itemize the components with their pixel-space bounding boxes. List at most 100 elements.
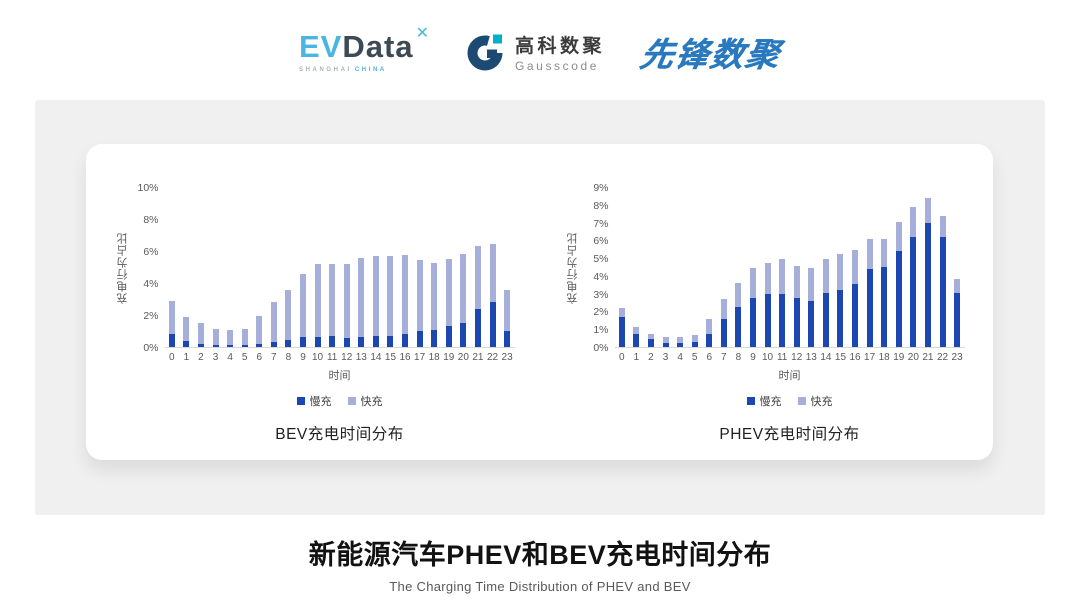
bar-segment-快充 bbox=[460, 254, 467, 324]
y-axis: 0% 1% 2% 3% 4% 5% 6% 7% 8% 9% bbox=[581, 182, 615, 354]
y-tick-label: 8% bbox=[143, 214, 159, 226]
x-tick-label: 0 bbox=[619, 352, 625, 363]
bar-segment-慢充 bbox=[314, 336, 321, 347]
stacked-bar bbox=[706, 318, 713, 347]
bar-segment-慢充 bbox=[720, 318, 727, 347]
bar-slot bbox=[369, 188, 384, 347]
stacked-bar bbox=[735, 283, 742, 347]
evdata-data-text: Data bbox=[342, 29, 414, 64]
stacked-bar bbox=[808, 267, 815, 347]
bar-slot bbox=[760, 188, 775, 347]
stacked-bar bbox=[314, 264, 321, 347]
pioneer-data-logo: 先锋数聚 bbox=[637, 36, 784, 73]
legend-swatch-icon bbox=[347, 397, 356, 405]
bar-segment-慢充 bbox=[837, 290, 844, 347]
bar-segment-慢充 bbox=[168, 334, 175, 347]
phev-plot-area bbox=[614, 188, 965, 348]
bar-segment-快充 bbox=[474, 246, 481, 309]
bar-segment-快充 bbox=[197, 323, 204, 344]
bar-segment-快充 bbox=[256, 316, 263, 344]
bar-segment-慢充 bbox=[852, 284, 859, 347]
x-tick-label: 20 bbox=[457, 352, 469, 363]
y-tick-label: 3% bbox=[593, 288, 609, 301]
stacked-bar bbox=[387, 255, 394, 347]
y-tick-label: 6% bbox=[143, 246, 159, 258]
bar-slot bbox=[658, 188, 673, 347]
bar-segment-慢充 bbox=[764, 294, 771, 347]
bar-slot bbox=[354, 188, 369, 347]
legend-item: 快充 bbox=[347, 393, 383, 409]
bar-segment-快充 bbox=[677, 337, 684, 343]
bar-segment-快充 bbox=[720, 299, 727, 319]
x-tick-label: 5 bbox=[691, 352, 698, 363]
bar-slot bbox=[833, 188, 848, 347]
x-tick-label: 10 bbox=[762, 352, 774, 363]
bar-segment-慢充 bbox=[212, 344, 219, 347]
bar-slot bbox=[644, 188, 659, 347]
stacked-bar bbox=[227, 330, 234, 347]
bar-segment-快充 bbox=[183, 316, 190, 342]
bar-segment-快充 bbox=[416, 260, 423, 332]
gausscode-cn-name: 高科数聚 bbox=[514, 36, 605, 57]
stacked-bar bbox=[474, 246, 481, 347]
evdata-logo: EV Data ✕ SHANGHAI CHINA bbox=[299, 26, 430, 74]
bar-segment-快充 bbox=[372, 255, 379, 336]
bar-segment-慢充 bbox=[633, 333, 640, 347]
y-tick-label: 0% bbox=[143, 342, 159, 354]
bar-slot bbox=[500, 188, 515, 347]
bar-segment-快充 bbox=[808, 267, 815, 302]
bar-segment-慢充 bbox=[474, 308, 481, 347]
y-tick-label: 8% bbox=[593, 199, 609, 212]
stacked-bar bbox=[677, 337, 684, 347]
bar-slot bbox=[383, 188, 398, 347]
bar-segment-快充 bbox=[822, 258, 829, 294]
bar-segment-快充 bbox=[633, 326, 640, 334]
stacked-bar bbox=[183, 316, 190, 347]
y-tick-label: 6% bbox=[593, 235, 609, 248]
x-tick-label: 3 bbox=[212, 352, 219, 363]
stacked-bar bbox=[343, 263, 350, 347]
bar-segment-快充 bbox=[764, 263, 771, 294]
bar-segment-慢充 bbox=[808, 301, 815, 347]
bar-segment-快充 bbox=[343, 263, 350, 339]
x-tick-label: 3 bbox=[662, 352, 669, 363]
bar-slot bbox=[746, 188, 761, 347]
bars bbox=[165, 188, 515, 347]
bar-slot bbox=[906, 188, 921, 347]
bar-slot bbox=[819, 188, 834, 347]
bar-slot bbox=[717, 188, 732, 347]
header-logos: EV Data ✕ SHANGHAI CHINA 高科数聚 Gausscode 先锋数… bbox=[0, 22, 1080, 82]
stacked-bar bbox=[358, 257, 365, 347]
bar-segment-慢充 bbox=[387, 335, 394, 347]
stacked-bar bbox=[402, 254, 409, 347]
bar-slot bbox=[310, 188, 325, 347]
x-tick-label: 21 bbox=[922, 352, 934, 363]
bar-segment-快充 bbox=[358, 257, 365, 338]
stacked-bar bbox=[866, 239, 873, 347]
evdata-shanghai-text: SHANGHAI bbox=[299, 67, 352, 73]
bar-segment-慢充 bbox=[416, 331, 423, 347]
bar-segment-快充 bbox=[647, 333, 654, 340]
stacked-bar bbox=[197, 323, 204, 347]
x-tick-label: 19 bbox=[893, 352, 905, 363]
bar-segment-慢充 bbox=[431, 329, 438, 347]
x-tick-label: 13 bbox=[805, 352, 817, 363]
bev-chart: 充电行为占比 0% 2% 4% 6% 8% 10% 0 1 2 3 4 5 6 7 8 9 10 11 12 13 1… bbox=[115, 182, 515, 460]
stacked-bar bbox=[168, 300, 175, 347]
bar-segment-快充 bbox=[431, 262, 438, 330]
bar-slot bbox=[427, 188, 442, 347]
bar-segment-慢充 bbox=[677, 342, 684, 347]
bar-segment-慢充 bbox=[618, 316, 625, 347]
x-tick-label: 14 bbox=[370, 352, 382, 363]
bar-segment-慢充 bbox=[270, 342, 277, 347]
x-tick-label: 4 bbox=[227, 352, 233, 363]
x-tick-label: 8 bbox=[285, 352, 292, 363]
bar-segment-慢充 bbox=[402, 334, 409, 347]
gausscode-logo: 高科数聚 Gausscode bbox=[466, 31, 605, 73]
bar-segment-慢充 bbox=[227, 345, 234, 347]
bar-segment-快充 bbox=[735, 283, 742, 308]
footer: 新能源汽车PHEV和BEV充电时间分布 The Charging Time Di… bbox=[0, 533, 1080, 594]
bar-segment-快充 bbox=[241, 328, 248, 346]
x-tick-label: 19 bbox=[443, 352, 455, 363]
bar-slot bbox=[267, 188, 282, 347]
